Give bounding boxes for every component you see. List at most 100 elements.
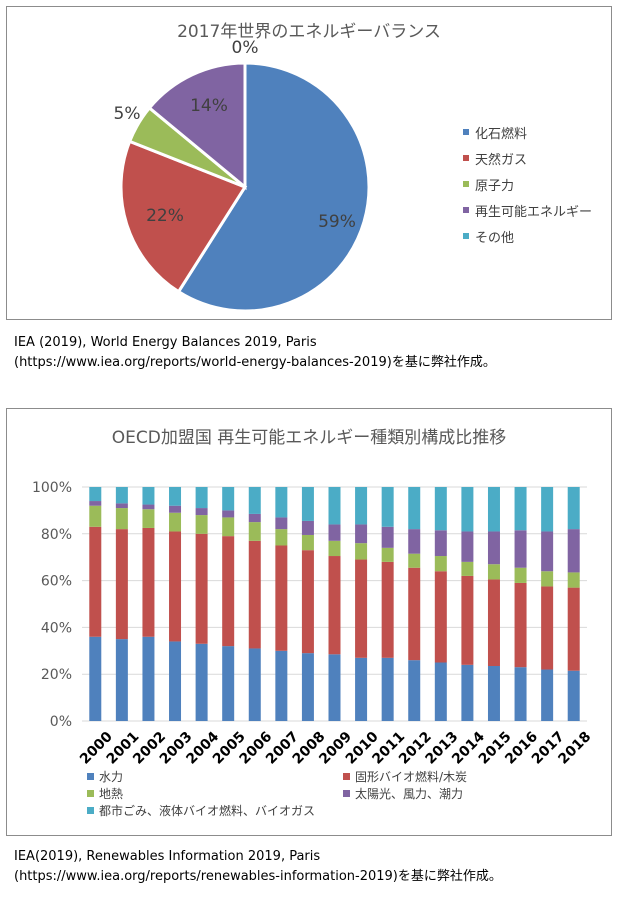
pie-legend-label: 再生可能エネルギー xyxy=(475,204,593,220)
bar-segment xyxy=(408,487,421,530)
legend-swatch xyxy=(343,773,350,780)
caption-line: (https://www.iea.org/reports/renewables-… xyxy=(14,869,502,884)
bar-segment xyxy=(355,524,368,544)
bar-segment xyxy=(89,526,102,637)
bar-source-caption: IEA(2019), Renewables Information 2019, … xyxy=(14,847,502,887)
bar-segment xyxy=(461,664,474,721)
bar-segment xyxy=(487,487,500,532)
bar-segment xyxy=(248,648,261,721)
bar-segment xyxy=(115,639,128,721)
bar-segment xyxy=(195,508,208,516)
bar-segment xyxy=(381,561,394,658)
bar-segment xyxy=(381,526,394,548)
bar-segment xyxy=(434,487,447,531)
bar-segment xyxy=(328,540,341,557)
bar-segment xyxy=(301,520,314,535)
bar-segment xyxy=(142,636,155,721)
pie-legend-item: 原子力 xyxy=(463,171,592,197)
y-tick-label: 80% xyxy=(41,527,72,543)
bar-segment xyxy=(541,669,554,721)
bar-segment xyxy=(541,531,554,572)
bar-segment xyxy=(301,534,314,551)
bar-segment xyxy=(142,504,155,510)
pie-legend-label: その他 xyxy=(475,230,515,246)
bar-segment xyxy=(89,487,102,502)
legend-swatch xyxy=(343,790,350,797)
bar-segment xyxy=(169,512,182,532)
pie-chart-panel: 2017年世界のエネルギーバランス 59% 22% 5% 14% 0% 化石燃料 天然ガ… xyxy=(6,6,612,320)
bar-segment xyxy=(541,571,554,587)
pie-chart-title: 2017年世界のエネルギーバランス xyxy=(177,22,441,42)
pie-legend-label: 化石燃料 xyxy=(475,126,528,142)
legend-swatch xyxy=(87,790,94,797)
bar-legend-item: 地熱 xyxy=(87,785,123,802)
pie-legend-item: 化石燃料 xyxy=(463,119,592,145)
bar-segment xyxy=(541,586,554,670)
bar-segment xyxy=(275,545,288,651)
caption-line: IEA (2019), World Energy Balances 2019, … xyxy=(14,335,317,350)
bar-segment xyxy=(514,582,527,668)
bar-segment xyxy=(514,667,527,721)
bar-segment xyxy=(89,505,102,527)
bar-segment xyxy=(355,543,368,560)
bar-segment xyxy=(328,556,341,655)
stacked-bar-chart: 0%20%40%60%80%100%2000200120022003200420… xyxy=(32,480,594,768)
legend-swatch xyxy=(463,207,469,213)
caption-line: IEA(2019), Renewables Information 2019, … xyxy=(14,849,321,864)
bar-segment xyxy=(381,487,394,527)
bar-segment xyxy=(195,643,208,721)
bar-segment xyxy=(461,575,474,665)
legend-swatch xyxy=(87,807,94,814)
bar-segment xyxy=(408,529,421,554)
pie-legend: 化石燃料 天然ガス 原子力 再生可能エネルギー その他 xyxy=(463,119,592,249)
pie-slice xyxy=(176,61,371,313)
bar-segment xyxy=(567,572,580,588)
bar-segment xyxy=(169,641,182,721)
legend-swatch xyxy=(463,233,469,239)
bar-segment xyxy=(434,556,447,572)
bar-segment xyxy=(434,571,447,663)
bar-segment xyxy=(408,660,421,721)
bar-segment xyxy=(115,508,128,530)
bar-segment xyxy=(514,487,527,531)
bar-segment xyxy=(222,487,235,511)
bar-segment xyxy=(461,487,474,532)
bar-segment xyxy=(328,654,341,721)
y-tick-label: 0% xyxy=(50,714,72,730)
bar-segment xyxy=(142,527,155,637)
caption-line: (https://www.iea.org/reports/world-energ… xyxy=(14,355,496,370)
bar-segment xyxy=(381,657,394,721)
bar-segment xyxy=(487,531,500,565)
bar-legend-item: 太陽光、風力、潮力 xyxy=(343,785,463,802)
bar-segment xyxy=(195,487,208,509)
bar-legend-label: 都市ごみ、液体バイオ燃料、バイオガス xyxy=(99,804,316,818)
bar-legend-label: 地熱 xyxy=(99,787,124,801)
bar-segment xyxy=(381,547,394,562)
bar-segment xyxy=(248,487,261,514)
pie-slice xyxy=(119,139,248,294)
bar-segment xyxy=(169,487,182,506)
bar-segment xyxy=(115,487,128,504)
bar-segment xyxy=(142,487,155,505)
pie-slice xyxy=(147,61,247,191)
pie-data-label: 22% xyxy=(146,206,184,226)
bar-segment xyxy=(222,517,235,537)
pie-legend-item: 天然ガス xyxy=(463,145,592,171)
bar-legend-item: 固形バイオ燃料/木炭 xyxy=(343,768,467,785)
bar-segment xyxy=(89,501,102,506)
bar-segment xyxy=(222,536,235,647)
bar-segment xyxy=(169,505,182,513)
bar-segment xyxy=(328,524,341,541)
legend-swatch xyxy=(463,129,469,135)
bar-segment xyxy=(434,662,447,721)
pie-data-label: 14% xyxy=(190,96,228,116)
bar-segment xyxy=(275,487,288,518)
bar-segment xyxy=(355,657,368,721)
bar-segment xyxy=(195,515,208,534)
pie-data-label: 0% xyxy=(232,38,259,58)
bar-chart-title: OECD加盟国 再生可能エネルギー種類別構成比推移 xyxy=(111,428,507,448)
bar-segment xyxy=(248,522,261,541)
bar-segment xyxy=(461,561,474,576)
bar-segment xyxy=(169,531,182,642)
bar-segment xyxy=(248,540,261,649)
